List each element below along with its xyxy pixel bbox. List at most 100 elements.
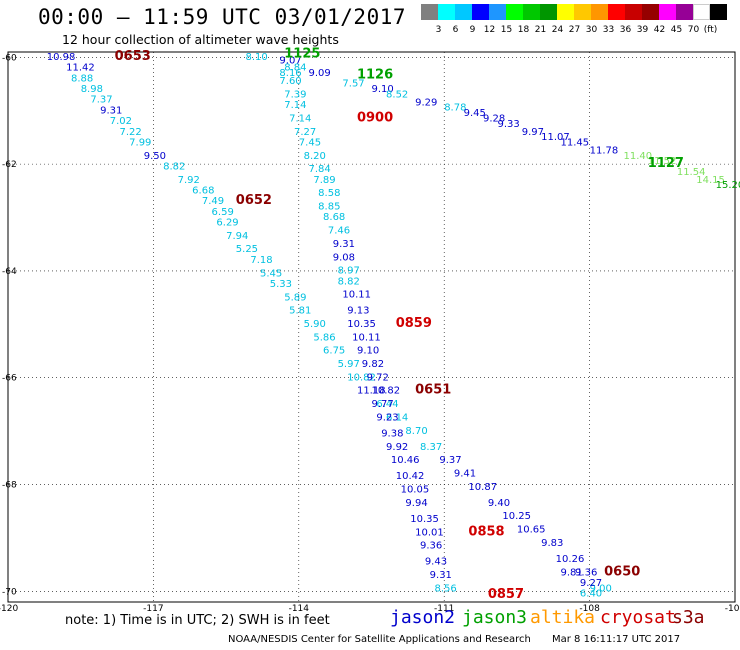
swh-value: 8.20 — [304, 151, 326, 162]
legend-label: 3 — [435, 25, 442, 35]
swh-value: 7.27 — [294, 127, 316, 138]
legend-label: 18 — [517, 25, 530, 35]
swh-value: 9.33 — [498, 119, 520, 130]
swh-value: 8.16 — [279, 68, 301, 79]
swh-value: 8.98 — [81, 84, 103, 95]
swh-value: 7.57 — [342, 79, 364, 90]
swh-value: 11.54 — [677, 167, 706, 178]
legend-label: 27 — [568, 25, 581, 35]
swh-value: 8.52 — [386, 89, 408, 100]
swh-value: 11.07 — [541, 132, 570, 143]
lon-tick-label: -108 — [579, 604, 600, 614]
swh-value: 9.97 — [522, 127, 544, 138]
swh-value: 5.90 — [304, 319, 326, 330]
pass-time-label: 0858 — [468, 524, 504, 539]
swh-value: 10.35 — [347, 319, 376, 330]
legend-label: 12 — [483, 25, 496, 35]
legend-label: 36 — [619, 25, 632, 35]
pass-time-label: 0652 — [236, 193, 272, 208]
lon-tick-label: -111 — [434, 604, 454, 614]
satellite-name: cryosat — [600, 607, 676, 628]
pass-time-label: 0651 — [415, 383, 451, 398]
swh-value: 11.18 — [357, 386, 386, 397]
swh-value: 15.20 — [716, 180, 740, 191]
swh-value: 7.84 — [308, 164, 330, 175]
legend-swatch — [455, 4, 472, 20]
legend-label: (ft) — [703, 25, 718, 35]
swh-value: 9.38 — [381, 428, 403, 439]
legend-swatch — [676, 4, 693, 20]
swh-value: 9.29 — [415, 97, 437, 108]
swh-value: 7.99 — [129, 137, 151, 148]
swh-value: 7.14 — [289, 113, 311, 124]
swh-value: 9.31 — [333, 239, 355, 250]
legend-label: 6 — [452, 25, 459, 35]
swh-value: 9.72 — [367, 372, 389, 383]
swh-value: 11.40 — [624, 151, 653, 162]
swh-value: 8.68 — [323, 212, 345, 223]
swh-value: 9.37 — [439, 455, 461, 466]
swh-value: 5.33 — [270, 279, 292, 290]
legend-label: 9 — [469, 25, 476, 35]
legend-label: 39 — [636, 25, 649, 35]
legend-label: 21 — [534, 25, 547, 35]
swh-value: 5.45 — [260, 268, 282, 279]
legend-swatch — [659, 4, 676, 20]
lat-tick-label: -64 — [2, 267, 17, 277]
legend-swatch — [693, 4, 710, 20]
legend-label: 33 — [602, 25, 615, 35]
swh-value: 9.07 — [279, 56, 301, 67]
swh-value: 10.25 — [502, 511, 531, 522]
satellite-name: jason3 — [462, 607, 528, 628]
swh-value: 9.27 — [580, 578, 602, 589]
swh-value: 11.45 — [561, 137, 590, 148]
legend-label: 24 — [551, 25, 564, 35]
swh-value: 8.82 — [163, 161, 185, 172]
map-subtitle: 12 hour collection of altimeter wave hei… — [62, 32, 339, 47]
timestamp: Mar 8 16:11:17 UTC 2017 — [552, 634, 681, 645]
swh-value: 10.42 — [396, 471, 425, 482]
legend-swatch — [540, 4, 557, 20]
swh-value: 6.68 — [192, 186, 214, 197]
swh-value: 9.36 — [420, 541, 442, 552]
swh-value: 10.05 — [401, 485, 430, 496]
swh-value: 9.83 — [541, 538, 563, 549]
legend-swatch — [574, 4, 591, 20]
satellite-name: altika — [530, 607, 596, 628]
legend-swatch — [710, 4, 727, 20]
map-title: 00:00 – 11:59 UTC 03/01/2017 — [38, 5, 407, 29]
legend-swatch — [472, 4, 489, 20]
swh-value: 8.70 — [405, 426, 427, 437]
swh-value: 10.98 — [47, 52, 76, 63]
pass-time-label: 0653 — [115, 49, 151, 64]
pass-time-label: 0900 — [357, 110, 393, 125]
swh-value: 9.94 — [405, 498, 427, 509]
swh-value: 7.60 — [279, 76, 301, 87]
legend-swatch — [506, 4, 523, 20]
legend-label: 30 — [585, 25, 598, 35]
swh-value: 7.49 — [202, 196, 224, 207]
swh-value: 8.78 — [444, 103, 466, 114]
pass-time-label: 1126 — [357, 68, 393, 83]
swh-value: 9.92 — [386, 442, 408, 453]
swh-value: 8.82 — [338, 276, 360, 287]
swh-value: 9.31 — [100, 105, 122, 116]
swh-value: 5.86 — [313, 332, 335, 343]
swh-value: 8.97 — [338, 266, 360, 277]
swh-value: 7.14 — [284, 100, 306, 111]
swh-value: 9.10 — [357, 346, 379, 357]
swh-value: 8.84 — [284, 63, 306, 74]
swh-value: 10.11 — [352, 332, 381, 343]
swh-value: 7.46 — [328, 226, 350, 237]
swh-value: 6.44 — [376, 399, 398, 410]
swh-value: 6.75 — [323, 346, 345, 357]
swh-value: 10.26 — [556, 554, 585, 565]
swh-value: 9.40 — [488, 498, 510, 509]
swh-value: 7.45 — [299, 137, 321, 148]
swh-value: 8.58 — [318, 188, 340, 199]
swh-value: 8.88 — [71, 73, 93, 84]
swh-value: 9.09 — [308, 68, 330, 79]
swh-value: 10.87 — [468, 482, 497, 493]
swh-value: 7.92 — [178, 175, 200, 186]
legend-swatch — [523, 4, 540, 20]
